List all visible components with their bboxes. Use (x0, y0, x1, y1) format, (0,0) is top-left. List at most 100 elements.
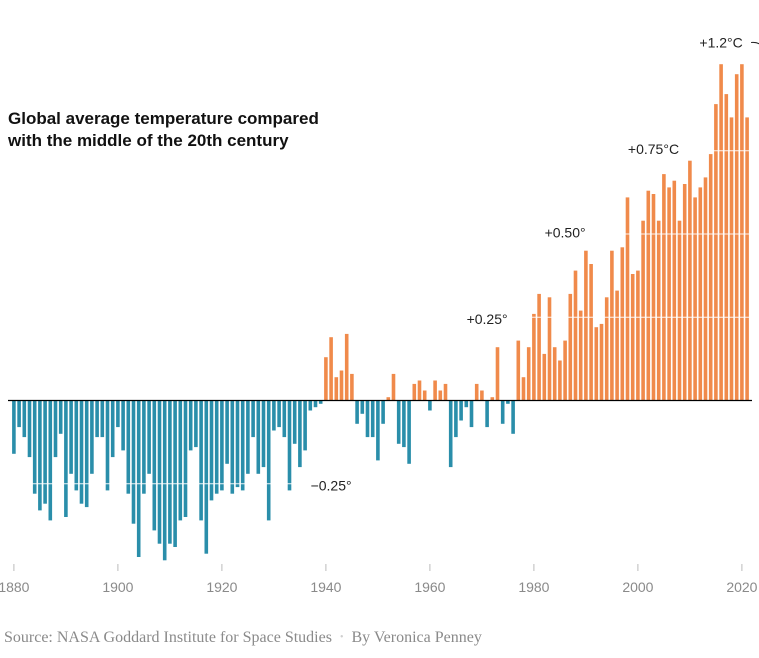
bar-1914 (188, 400, 193, 451)
bar-2010 (688, 160, 692, 401)
bar-1985 (558, 360, 562, 401)
bar-1992 (594, 327, 599, 401)
bar-1910 (168, 400, 172, 544)
bar-1912 (178, 400, 183, 521)
bar-1932 (282, 400, 287, 438)
bar-1990 (584, 250, 588, 401)
bar-1927 (256, 400, 261, 474)
bar-1969 (474, 383, 479, 401)
bar-1941 (329, 337, 333, 401)
bar-2004 (656, 220, 661, 401)
bar-1982 (542, 353, 547, 401)
bar-1959 (422, 390, 427, 401)
bar-1911 (173, 400, 177, 547)
bar-1897 (100, 400, 105, 438)
bar-2006 (667, 187, 671, 401)
bar-1937 (308, 400, 313, 411)
bar-1983 (547, 297, 552, 401)
bar-1991 (589, 264, 593, 401)
bar-1908 (157, 400, 162, 544)
bar-1923 (235, 400, 240, 488)
bar-2018 (729, 117, 734, 401)
bar-1971 (485, 400, 489, 428)
x-tick-label-2000: 2000 (622, 579, 653, 595)
bar-1945 (350, 373, 354, 401)
temperature-bar-chart: 1880 1900 1920 1940 1960 1980 2000 2020 +1.2°C+… (0, 35, 759, 595)
bar-1935 (298, 400, 302, 468)
bar-1898 (105, 400, 110, 491)
bar-1893 (79, 400, 84, 504)
bar-1956 (407, 400, 411, 464)
bar-1899 (110, 400, 115, 458)
bar-1981 (537, 293, 541, 401)
bar-1972 (490, 397, 495, 401)
x-tick-label-1880: 1880 (0, 579, 30, 595)
bar-1964 (448, 400, 453, 468)
bar-1929 (266, 400, 271, 521)
bar-1880 (12, 400, 16, 454)
bar-2011 (693, 197, 697, 401)
bar-1953 (391, 373, 396, 401)
bar-1989 (578, 310, 583, 401)
bar-1996 (615, 290, 619, 401)
bar-1882 (22, 400, 27, 438)
bar-1889 (58, 400, 63, 434)
bar-1958 (417, 380, 422, 401)
bar-1884 (32, 400, 37, 494)
bar-2008 (677, 220, 682, 401)
bar-1922 (230, 400, 235, 494)
bar-1993 (599, 323, 604, 401)
bar-1988 (573, 270, 578, 401)
bar-1890 (64, 400, 68, 517)
source-text: Source: NASA Goddard Institute for Space… (4, 629, 332, 646)
bar-1948 (365, 400, 370, 438)
bar-1887 (48, 400, 53, 521)
bar-1968 (469, 400, 474, 428)
bar-1950 (376, 400, 380, 461)
bar-1975 (506, 400, 510, 404)
bar-2019 (734, 74, 739, 401)
bar-1970 (480, 390, 484, 401)
bar-1917 (204, 400, 209, 554)
bar-1909 (162, 400, 167, 561)
bar-2017 (724, 94, 729, 401)
bar-2014 (708, 154, 713, 401)
bar-1963 (443, 383, 448, 401)
bar-1907 (152, 400, 157, 531)
bar-1896 (95, 400, 99, 438)
bar-2003 (651, 194, 656, 401)
bar-1900 (116, 400, 120, 428)
x-tick-label-1900: 1900 (102, 579, 133, 595)
bar-1913 (183, 400, 188, 517)
x-tick-label-1940: 1940 (310, 579, 341, 595)
bar-1997 (620, 247, 625, 401)
bar-1974 (500, 400, 505, 424)
bar-1960 (428, 400, 432, 411)
x-tick-label-1960: 1960 (414, 579, 445, 595)
bar-2007 (672, 180, 677, 401)
bar-1979 (526, 347, 531, 401)
bar-1951 (381, 400, 385, 424)
bar-1925 (246, 400, 250, 474)
bar-1957 (412, 383, 417, 401)
bar-1894 (84, 400, 89, 508)
bar-1962 (438, 390, 443, 401)
x-tick-label-1920: 1920 (206, 579, 237, 595)
bar-1947 (360, 400, 365, 414)
bar-1919 (214, 400, 219, 494)
annotation-label-3: +0.25° (467, 311, 508, 327)
bar-1902 (126, 400, 131, 494)
bar-1952 (386, 397, 391, 401)
annotation-label-0: +1.2°C (699, 35, 742, 51)
x-tick-label-1980: 1980 (518, 579, 549, 595)
annotation-label-1: +0.75°C (628, 141, 679, 157)
annotation-arrow (751, 41, 759, 45)
bar-1901 (121, 400, 125, 451)
bar-1928 (261, 400, 266, 468)
bar-2005 (662, 174, 666, 401)
bar-1940 (324, 357, 328, 401)
chart-title-line-1: Global average temperature compared (8, 109, 319, 128)
chart-title: Global average temperature compared with… (8, 108, 368, 152)
bar-1942 (334, 377, 339, 401)
bar-1987 (568, 293, 573, 401)
